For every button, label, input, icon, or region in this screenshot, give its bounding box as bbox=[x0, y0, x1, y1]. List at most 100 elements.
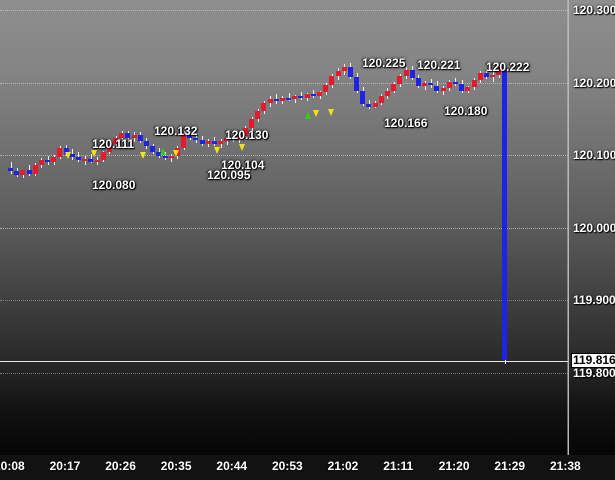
candle-body bbox=[205, 141, 211, 144]
price-annotation-120180: 120.180 bbox=[444, 104, 488, 118]
candle-body bbox=[298, 96, 304, 99]
candle-body bbox=[397, 76, 403, 85]
candle-body bbox=[193, 137, 199, 140]
candle-body bbox=[57, 147, 63, 157]
candle-body bbox=[378, 96, 384, 103]
time-tick-2017: 20:17 bbox=[49, 459, 81, 473]
candle-body bbox=[496, 68, 502, 75]
gridline-120.300 bbox=[0, 10, 568, 11]
sell-signal-marker bbox=[91, 150, 97, 157]
candle-body bbox=[415, 78, 421, 87]
candle-body bbox=[255, 110, 261, 119]
candle-body bbox=[236, 136, 242, 140]
candle-body bbox=[471, 79, 477, 87]
candle-body bbox=[14, 171, 20, 175]
candle-body bbox=[51, 156, 57, 163]
candle-body bbox=[137, 134, 143, 141]
candle-body bbox=[32, 165, 38, 175]
candle-body bbox=[267, 98, 273, 103]
price-tick-120.300: 120.300 bbox=[573, 3, 615, 17]
candle-body bbox=[113, 137, 119, 144]
candle-body bbox=[20, 170, 26, 175]
time-tick-2129: 21:29 bbox=[494, 459, 526, 473]
candle-body bbox=[434, 85, 440, 92]
price-tick-119.800: 119.800 bbox=[573, 366, 615, 380]
buy-signal-marker bbox=[305, 112, 311, 119]
price-annotation-120225: 120.225 bbox=[362, 56, 406, 70]
candle-body bbox=[230, 137, 236, 140]
candle-body bbox=[446, 81, 452, 89]
price-annotation-120166: 120.166 bbox=[384, 116, 428, 130]
candle-body bbox=[143, 140, 149, 147]
candle-body bbox=[335, 70, 341, 77]
candle-body bbox=[100, 152, 106, 160]
candle-body bbox=[286, 97, 292, 100]
candle-wick bbox=[493, 72, 494, 82]
price-tick-119.900: 119.900 bbox=[573, 293, 615, 308]
candle-body bbox=[292, 96, 298, 100]
sell-signal-marker bbox=[140, 152, 146, 159]
price-annotation-120221: 120.221 bbox=[417, 58, 461, 72]
candle-body bbox=[341, 66, 347, 71]
candle-body bbox=[465, 86, 471, 91]
candle-body bbox=[477, 73, 483, 80]
gridline-119.900 bbox=[0, 300, 568, 302]
candle-body bbox=[8, 167, 13, 172]
candle-body bbox=[403, 69, 409, 77]
chart-plot-area[interactable]: 120.111 120.080 120.132 120.130 120.104 120.0… bbox=[0, 0, 568, 455]
candle-body bbox=[304, 94, 310, 98]
candle-wick bbox=[313, 89, 314, 98]
candle-body bbox=[366, 103, 372, 107]
candle-body bbox=[131, 134, 137, 139]
sell-signal-marker bbox=[328, 109, 334, 116]
sell-signal-marker bbox=[65, 152, 71, 159]
price-annotation-120222: 120.222 bbox=[486, 60, 530, 74]
time-tick-2111: 21:11 bbox=[383, 459, 414, 473]
gridline-119.800 bbox=[0, 373, 568, 374]
time-tick-2102: 21:02 bbox=[327, 459, 359, 473]
price-annotation-120095: 120.095 bbox=[207, 168, 251, 182]
candle-body bbox=[440, 88, 446, 92]
candle-body bbox=[88, 158, 94, 162]
time-tick-2044: 20:44 bbox=[216, 459, 248, 473]
candle-body bbox=[38, 160, 44, 166]
time-tick-2008: 20:08 bbox=[0, 459, 25, 473]
candle-body bbox=[168, 155, 174, 159]
candle-body bbox=[249, 118, 255, 128]
candle-body bbox=[409, 69, 415, 79]
candle-body bbox=[211, 141, 217, 144]
candle-body bbox=[452, 81, 458, 85]
current-price-badge: 119.816 bbox=[571, 353, 615, 369]
candle-wick bbox=[171, 154, 172, 162]
candle-body bbox=[490, 74, 496, 77]
candle-body bbox=[199, 139, 205, 144]
candle-body bbox=[150, 146, 156, 152]
candle-body bbox=[483, 73, 489, 77]
price-annotation-120104: 120.104 bbox=[221, 158, 265, 172]
candle-body bbox=[45, 160, 51, 163]
buy-signal-marker bbox=[160, 148, 166, 155]
candle-body bbox=[502, 68, 508, 360]
candle-body bbox=[279, 97, 285, 101]
candle-body bbox=[242, 127, 248, 137]
candle-body bbox=[347, 66, 353, 77]
candle-body bbox=[181, 133, 187, 148]
candle-body bbox=[360, 90, 366, 104]
time-tick-2138: 21:38 bbox=[550, 459, 581, 473]
price-tick-120.000: 120.000 bbox=[573, 220, 615, 235]
candle-body bbox=[391, 84, 397, 91]
candle-body bbox=[422, 83, 428, 87]
gridline-120.100 bbox=[0, 155, 568, 157]
sell-signal-marker bbox=[214, 147, 220, 154]
candle-body bbox=[428, 83, 434, 86]
price-axis[interactable]: 120.300 120.200 120.100 120.000 119.900 119.8… bbox=[568, 0, 615, 455]
candle-wick bbox=[221, 139, 222, 148]
time-axis[interactable]: 20:08 20:17 20:26 20:35 20:44 20:53 21:02 21:11… bbox=[0, 455, 615, 480]
candle-wick bbox=[301, 92, 302, 101]
candle-body bbox=[459, 84, 465, 91]
candle-wick bbox=[289, 93, 290, 102]
candle-body bbox=[119, 133, 125, 138]
time-tick-2035: 20:35 bbox=[160, 459, 192, 473]
candle-body bbox=[187, 133, 193, 138]
